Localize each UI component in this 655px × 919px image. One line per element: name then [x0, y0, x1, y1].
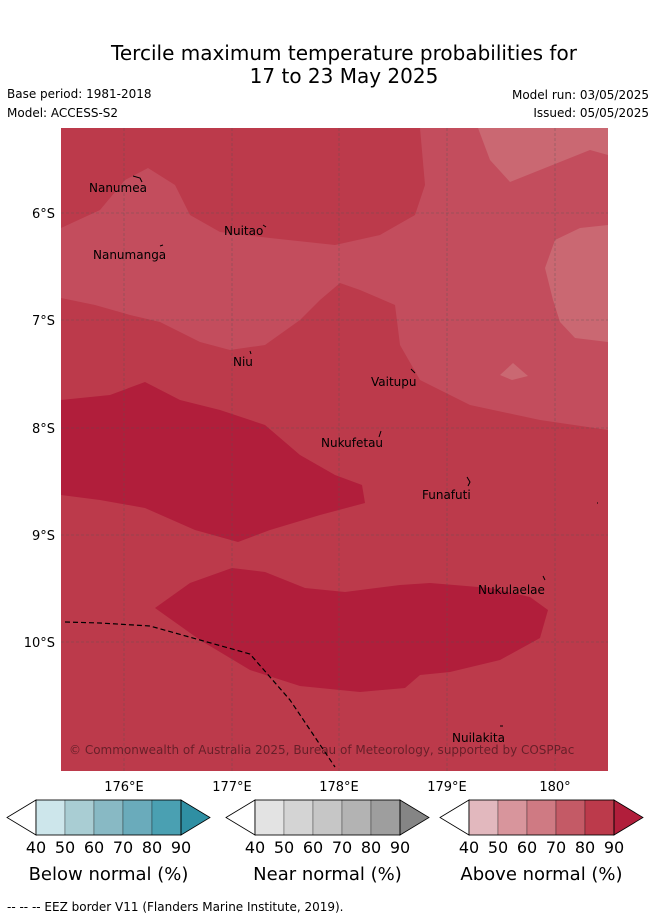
island-marks — [132, 175, 598, 727]
near-normal-colorbar-label: Near normal (%) — [253, 864, 402, 885]
above-normal-colorbar-tick: 90 — [604, 838, 624, 857]
below-normal-colorbar-tick: 50 — [55, 838, 75, 857]
place-label-nanumanga: Nanumanga — [93, 248, 166, 262]
above-normal-colorbar-tick: 40 — [459, 838, 479, 857]
above-normal-colorbar-cell — [555, 799, 586, 836]
place-label-niu: Niu — [233, 355, 253, 369]
below-normal-colorbar-min-arrow — [6, 799, 37, 836]
near-normal-colorbar-tick: 60 — [303, 838, 323, 857]
base-period: Base period: 1981-2018 — [7, 87, 152, 101]
lat-tick-6s: 6°S — [32, 207, 55, 222]
near-normal-colorbar-tick: 90 — [390, 838, 410, 857]
field-60-70-north — [61, 128, 608, 430]
lon-tick-178e: 178°E — [319, 780, 359, 795]
field-80-90-central — [61, 382, 365, 542]
place-label-vaitupu: Vaitupu — [371, 375, 417, 389]
near-normal-colorbar-tick: 50 — [274, 838, 294, 857]
below-normal-colorbar-label: Below normal (%) — [29, 864, 189, 885]
lon-tick-180: 180° — [539, 780, 570, 795]
issued-date: Issued: 05/05/2025 — [533, 106, 649, 120]
near-normal-colorbar-tick: 70 — [332, 838, 352, 857]
graticule — [61, 128, 608, 771]
below-normal-colorbar-cell — [93, 799, 124, 836]
lat-tick-10s: 10°S — [24, 636, 55, 651]
colorbar-group: 40 50 60 70 80 90 Below normal (%) 40 50 60 70 80 90… — [6, 799, 644, 885]
probability-field — [61, 128, 608, 771]
eez-border-line — [64, 621, 336, 768]
above-normal-colorbar-cell — [497, 799, 528, 836]
below-normal-colorbar-outline — [35, 799, 182, 836]
near-normal-colorbar-tick: 80 — [361, 838, 381, 857]
near-normal-colorbar-cell — [341, 799, 372, 836]
place-label-nukufetau: Nukufetau — [321, 436, 383, 450]
near-normal-colorbar-cell — [370, 799, 401, 836]
near-normal-colorbar-cell — [312, 799, 343, 836]
model-name: Model: ACCESS-S2 — [7, 106, 119, 120]
lat-tick-9s: 9°S — [32, 529, 55, 544]
field-50-60-northeast — [478, 128, 608, 182]
below-normal-colorbar-cell — [151, 799, 182, 836]
below-normal-colorbar-max-arrow — [180, 799, 211, 836]
above-normal-colorbar-max-arrow — [613, 799, 644, 836]
near-normal-colorbar-min-arrow — [225, 799, 256, 836]
lon-tick-179e: 179°E — [427, 780, 467, 795]
near-normal-colorbar-tick: 40 — [245, 838, 265, 857]
place-label-funafuti: Funafuti — [422, 488, 471, 502]
above-normal-colorbar-min-arrow — [439, 799, 470, 836]
place-label-nukulaelae: Nukulaelae — [478, 583, 545, 597]
eez-legend: -- -- -- EEZ border V11 (Flanders Marine… — [7, 900, 344, 914]
lat-tick-7s: 7°S — [32, 314, 55, 329]
field-50-60-east — [545, 225, 608, 342]
lat-tick-8s: 8°S — [32, 422, 55, 437]
above-normal-colorbar-tick: 80 — [575, 838, 595, 857]
copyright-notice: © Commonwealth of Australia 2025, Bureau… — [69, 743, 574, 757]
above-normal-colorbar-tick: 60 — [517, 838, 537, 857]
lon-tick-177e: 177°E — [212, 780, 252, 795]
map-title-line1: Tercile maximum temperature probabilitie… — [111, 41, 577, 65]
below-normal-colorbar-tick: 40 — [26, 838, 46, 857]
near-normal-colorbar-cell — [254, 799, 285, 836]
lon-tick-176e: 176°E — [104, 780, 144, 795]
map-title-line2: 17 to 23 May 2025 — [249, 64, 439, 88]
field-50-60-small — [500, 363, 528, 380]
above-normal-colorbar-outline — [468, 799, 615, 836]
above-normal-colorbar-cell — [468, 799, 499, 836]
field-80-90-south — [155, 568, 548, 692]
above-normal-colorbar-cell — [584, 799, 615, 836]
above-normal-colorbar-tick: 70 — [546, 838, 566, 857]
above-normal-colorbar-cell — [526, 799, 557, 836]
place-label-nanumea: Nanumea — [89, 181, 147, 195]
above-normal-colorbar-tick: 50 — [488, 838, 508, 857]
below-normal-colorbar-cell — [35, 799, 66, 836]
place-label-nuilakita: Nuilakita — [452, 731, 505, 745]
near-normal-colorbar-cell — [283, 799, 314, 836]
below-normal-colorbar-tick: 90 — [171, 838, 191, 857]
below-normal-colorbar-tick: 70 — [113, 838, 133, 857]
near-normal-colorbar-max-arrow — [399, 799, 430, 836]
near-normal-colorbar-outline — [254, 799, 401, 836]
model-run: Model run: 03/05/2025 — [511, 88, 649, 102]
above-normal-colorbar-label: Above normal (%) — [460, 864, 622, 885]
below-normal-colorbar-tick: 80 — [142, 838, 162, 857]
below-normal-colorbar-cell — [64, 799, 95, 836]
place-label-nuitao: Nuitao — [224, 224, 263, 238]
below-normal-colorbar-tick: 60 — [84, 838, 104, 857]
below-normal-colorbar-cell — [122, 799, 153, 836]
